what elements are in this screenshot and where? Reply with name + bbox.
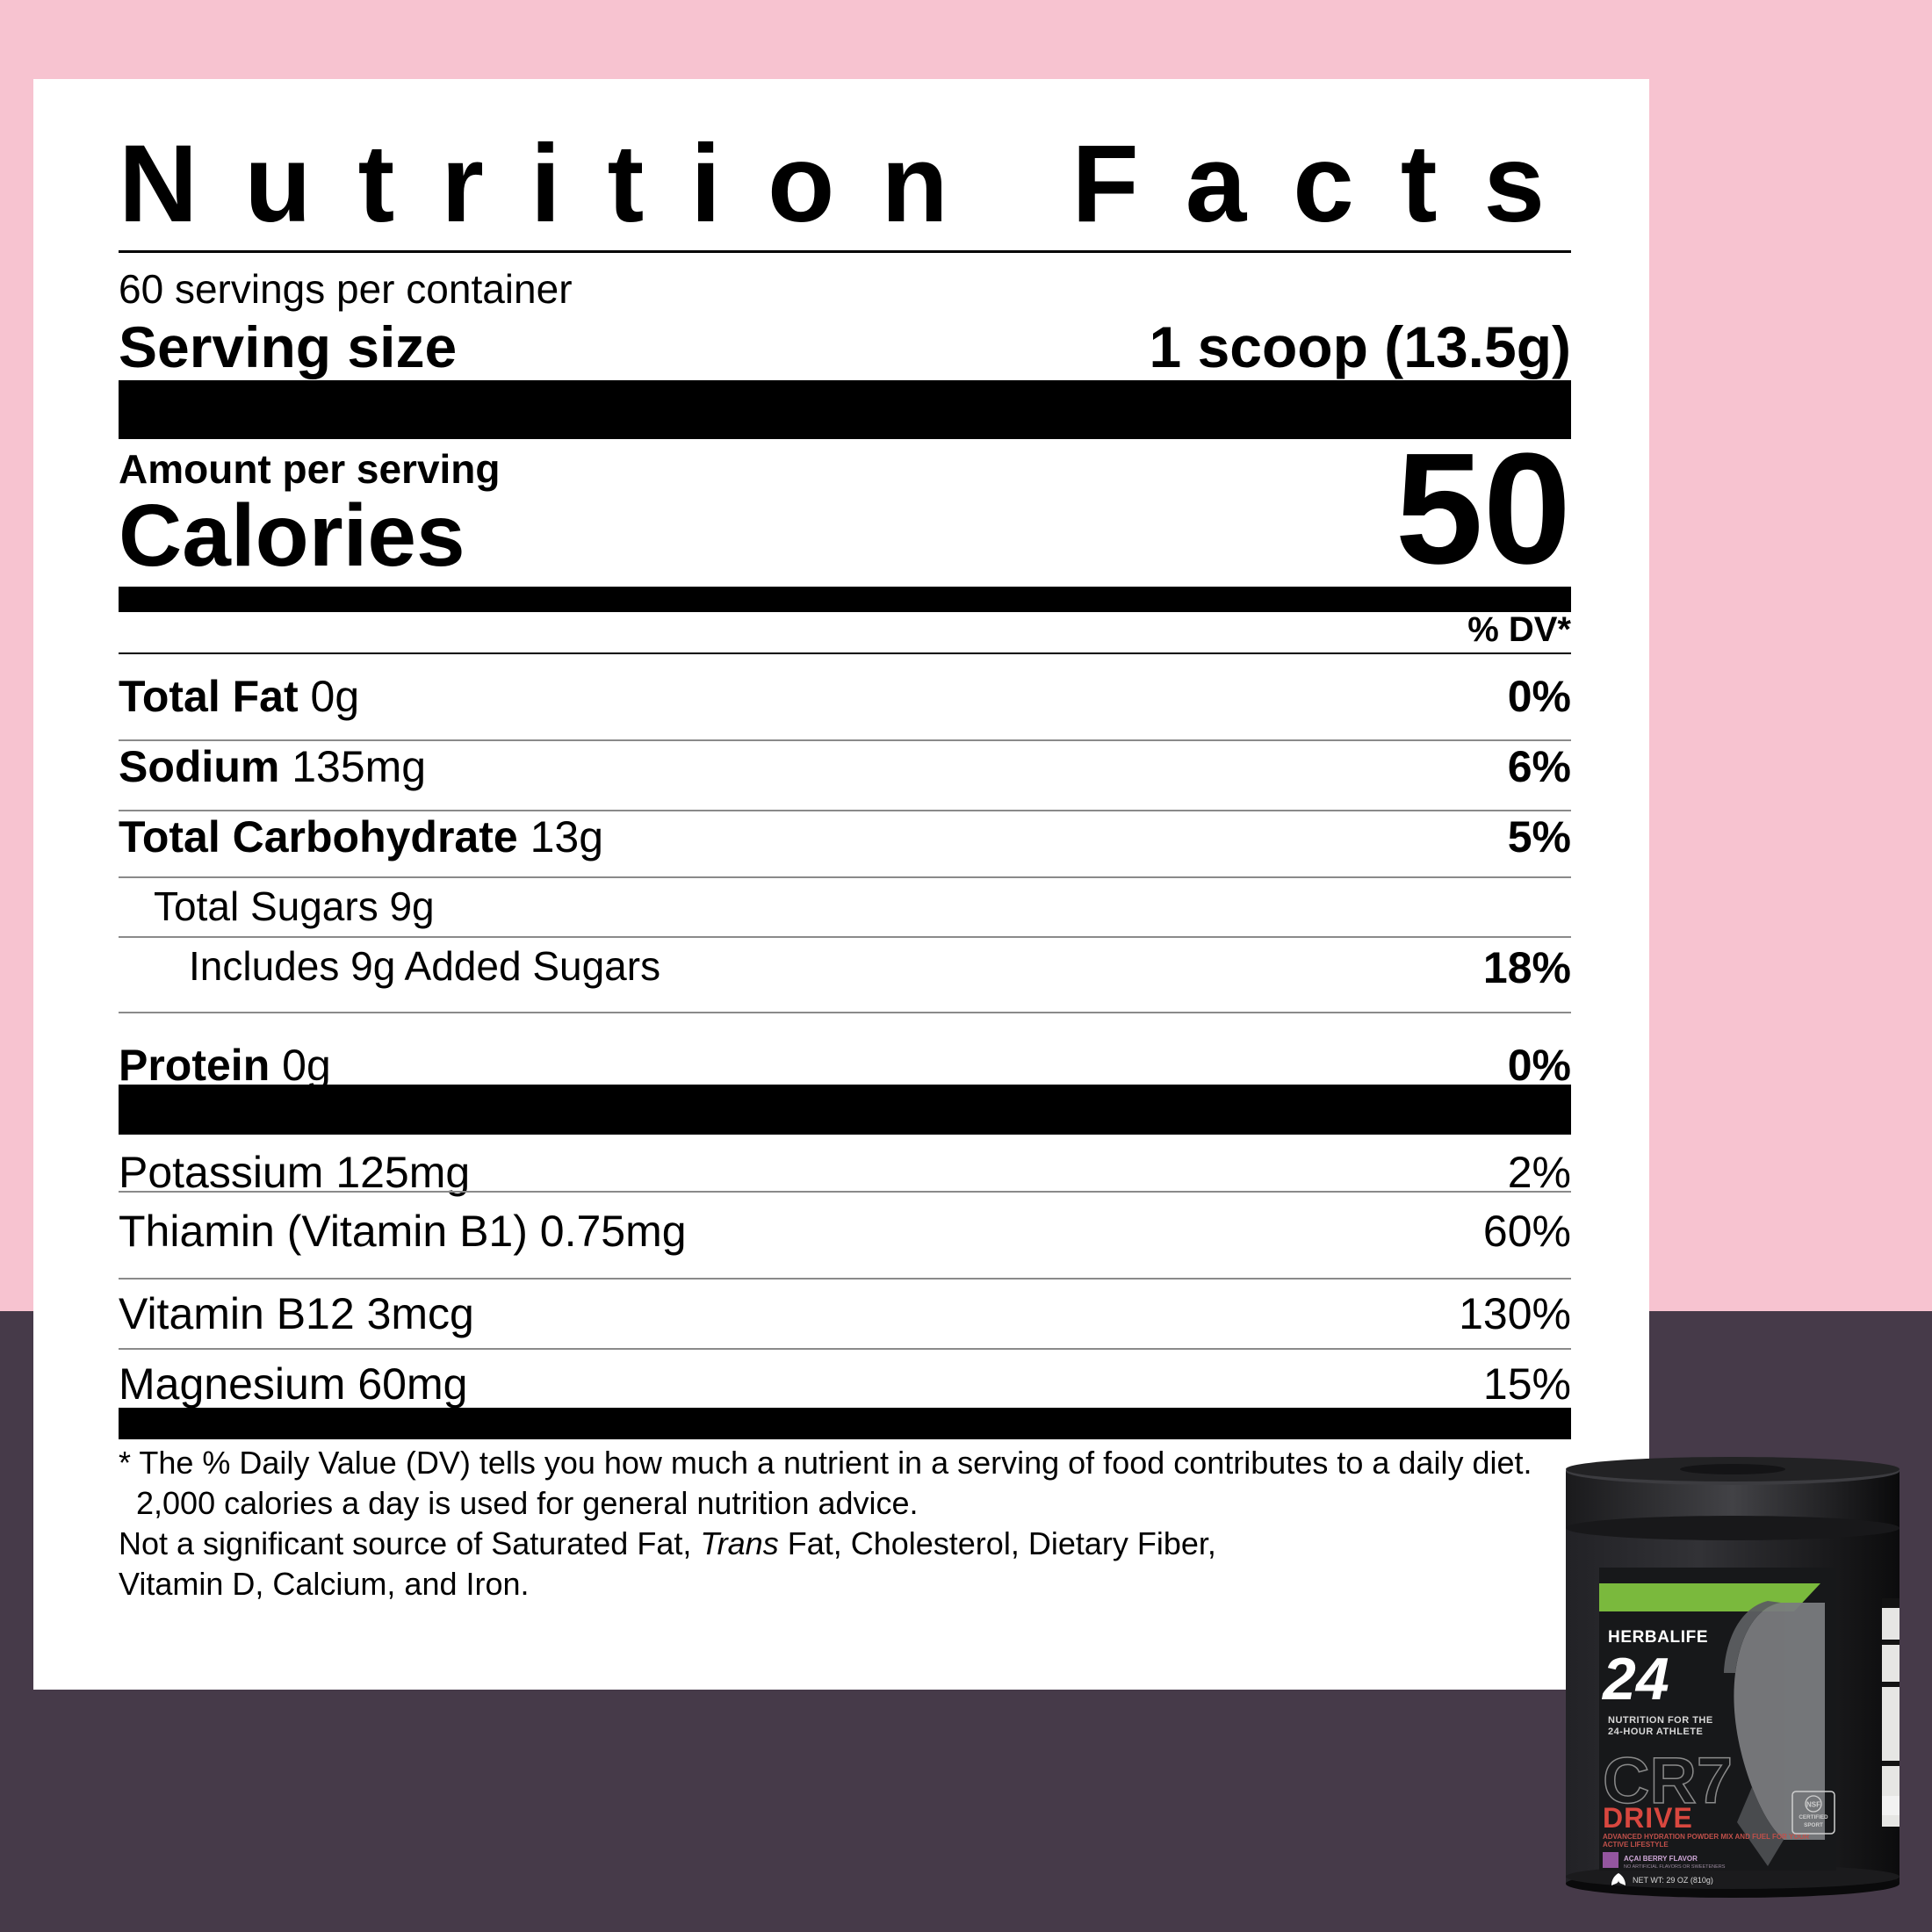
svg-text:24-HOUR ATHLETE: 24-HOUR ATHLETE xyxy=(1608,1727,1703,1737)
svg-text:DRIVE: DRIVE xyxy=(1603,1802,1693,1834)
svg-text:CERTIFIED: CERTIFIED xyxy=(1799,1814,1828,1820)
svg-text:24: 24 xyxy=(1601,1646,1669,1712)
svg-text:NO ARTIFICIAL FLAVORS OR SWEET: NO ARTIFICIAL FLAVORS OR SWEETENERS xyxy=(1624,1864,1726,1870)
svg-text:ACTIVE LIFESTYLE: ACTIVE LIFESTYLE xyxy=(1603,1841,1669,1849)
svg-text:HERBALIFE: HERBALIFE xyxy=(1608,1628,1708,1647)
svg-text:NUTRITION FOR THE: NUTRITION FOR THE xyxy=(1608,1715,1713,1726)
svg-text:NET WT: 29 OZ (810g): NET WT: 29 OZ (810g) xyxy=(1633,1876,1713,1885)
svg-text:NSF: NSF xyxy=(1806,1801,1820,1809)
svg-text:SPORT: SPORT xyxy=(1804,1822,1823,1828)
svg-text:ADVANCED HYDRATION POWDER MIX: ADVANCED HYDRATION POWDER MIX AND FUEL F… xyxy=(1603,1833,1809,1841)
svg-text:AÇAI BERRY FLAVOR: AÇAI BERRY FLAVOR xyxy=(1624,1855,1698,1863)
